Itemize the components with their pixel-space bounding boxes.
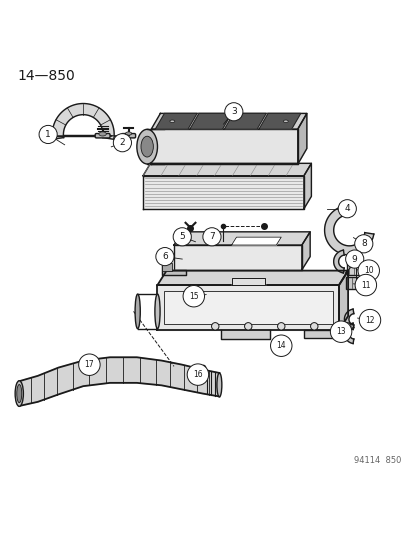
Polygon shape <box>231 237 280 245</box>
Polygon shape <box>338 271 347 330</box>
Polygon shape <box>19 357 219 406</box>
Text: 17: 17 <box>84 360 94 369</box>
Ellipse shape <box>15 381 23 406</box>
Text: 16: 16 <box>192 370 202 379</box>
Circle shape <box>155 247 173 265</box>
Ellipse shape <box>141 136 153 157</box>
Text: 12: 12 <box>364 316 374 325</box>
Polygon shape <box>157 285 338 330</box>
Polygon shape <box>224 114 266 129</box>
Ellipse shape <box>154 294 160 329</box>
Text: 8: 8 <box>360 239 366 248</box>
Text: 9: 9 <box>351 255 357 264</box>
Polygon shape <box>52 103 114 139</box>
Text: 4: 4 <box>344 204 349 213</box>
Circle shape <box>343 322 350 330</box>
Circle shape <box>224 103 242 121</box>
Polygon shape <box>143 163 311 176</box>
Circle shape <box>270 335 291 357</box>
Circle shape <box>310 322 317 330</box>
Circle shape <box>173 228 191 246</box>
Ellipse shape <box>282 120 287 123</box>
Ellipse shape <box>17 384 22 402</box>
Circle shape <box>354 235 372 253</box>
Circle shape <box>357 260 379 281</box>
Text: 14: 14 <box>276 341 285 350</box>
Polygon shape <box>221 330 269 338</box>
Polygon shape <box>190 114 231 129</box>
Circle shape <box>244 322 252 330</box>
Text: 6: 6 <box>161 252 167 261</box>
Text: 15: 15 <box>188 292 198 301</box>
Text: 14—850: 14—850 <box>17 69 75 83</box>
Circle shape <box>78 354 100 375</box>
Circle shape <box>354 274 376 296</box>
Polygon shape <box>155 114 197 129</box>
FancyBboxPatch shape <box>347 262 365 274</box>
Polygon shape <box>157 271 347 285</box>
Text: 5: 5 <box>179 232 185 241</box>
Circle shape <box>337 200 356 218</box>
Polygon shape <box>143 176 303 209</box>
Circle shape <box>345 250 363 268</box>
Polygon shape <box>151 114 306 129</box>
Ellipse shape <box>99 132 106 136</box>
Polygon shape <box>333 250 343 273</box>
Polygon shape <box>52 135 102 136</box>
FancyBboxPatch shape <box>162 263 171 271</box>
Text: 11: 11 <box>360 280 370 289</box>
Circle shape <box>330 321 351 342</box>
Text: 2: 2 <box>119 138 125 147</box>
Circle shape <box>183 286 204 307</box>
Circle shape <box>277 322 284 330</box>
Ellipse shape <box>125 132 131 135</box>
FancyBboxPatch shape <box>303 329 332 338</box>
Text: 3: 3 <box>230 107 236 116</box>
Polygon shape <box>297 114 306 164</box>
Text: 7: 7 <box>209 232 214 241</box>
FancyBboxPatch shape <box>95 134 110 138</box>
Circle shape <box>187 364 208 385</box>
Polygon shape <box>231 278 264 285</box>
Circle shape <box>358 310 380 331</box>
Polygon shape <box>173 245 301 270</box>
Polygon shape <box>151 129 297 164</box>
Polygon shape <box>344 323 353 344</box>
Polygon shape <box>344 309 353 329</box>
Polygon shape <box>173 232 309 245</box>
Text: 10: 10 <box>363 266 373 275</box>
Circle shape <box>211 322 218 330</box>
Polygon shape <box>161 252 185 274</box>
FancyBboxPatch shape <box>346 277 366 289</box>
Circle shape <box>113 134 131 152</box>
Text: 94114  850: 94114 850 <box>353 456 400 465</box>
FancyBboxPatch shape <box>121 134 135 138</box>
Ellipse shape <box>169 120 174 123</box>
Text: 1: 1 <box>45 130 51 139</box>
Text: 13: 13 <box>335 327 345 336</box>
Ellipse shape <box>216 373 221 397</box>
Polygon shape <box>324 207 373 255</box>
Polygon shape <box>303 163 311 209</box>
Ellipse shape <box>135 294 140 329</box>
Polygon shape <box>259 114 300 129</box>
Circle shape <box>202 228 221 246</box>
Polygon shape <box>301 232 309 270</box>
Ellipse shape <box>137 130 157 164</box>
FancyBboxPatch shape <box>163 291 332 324</box>
Circle shape <box>39 125 57 143</box>
